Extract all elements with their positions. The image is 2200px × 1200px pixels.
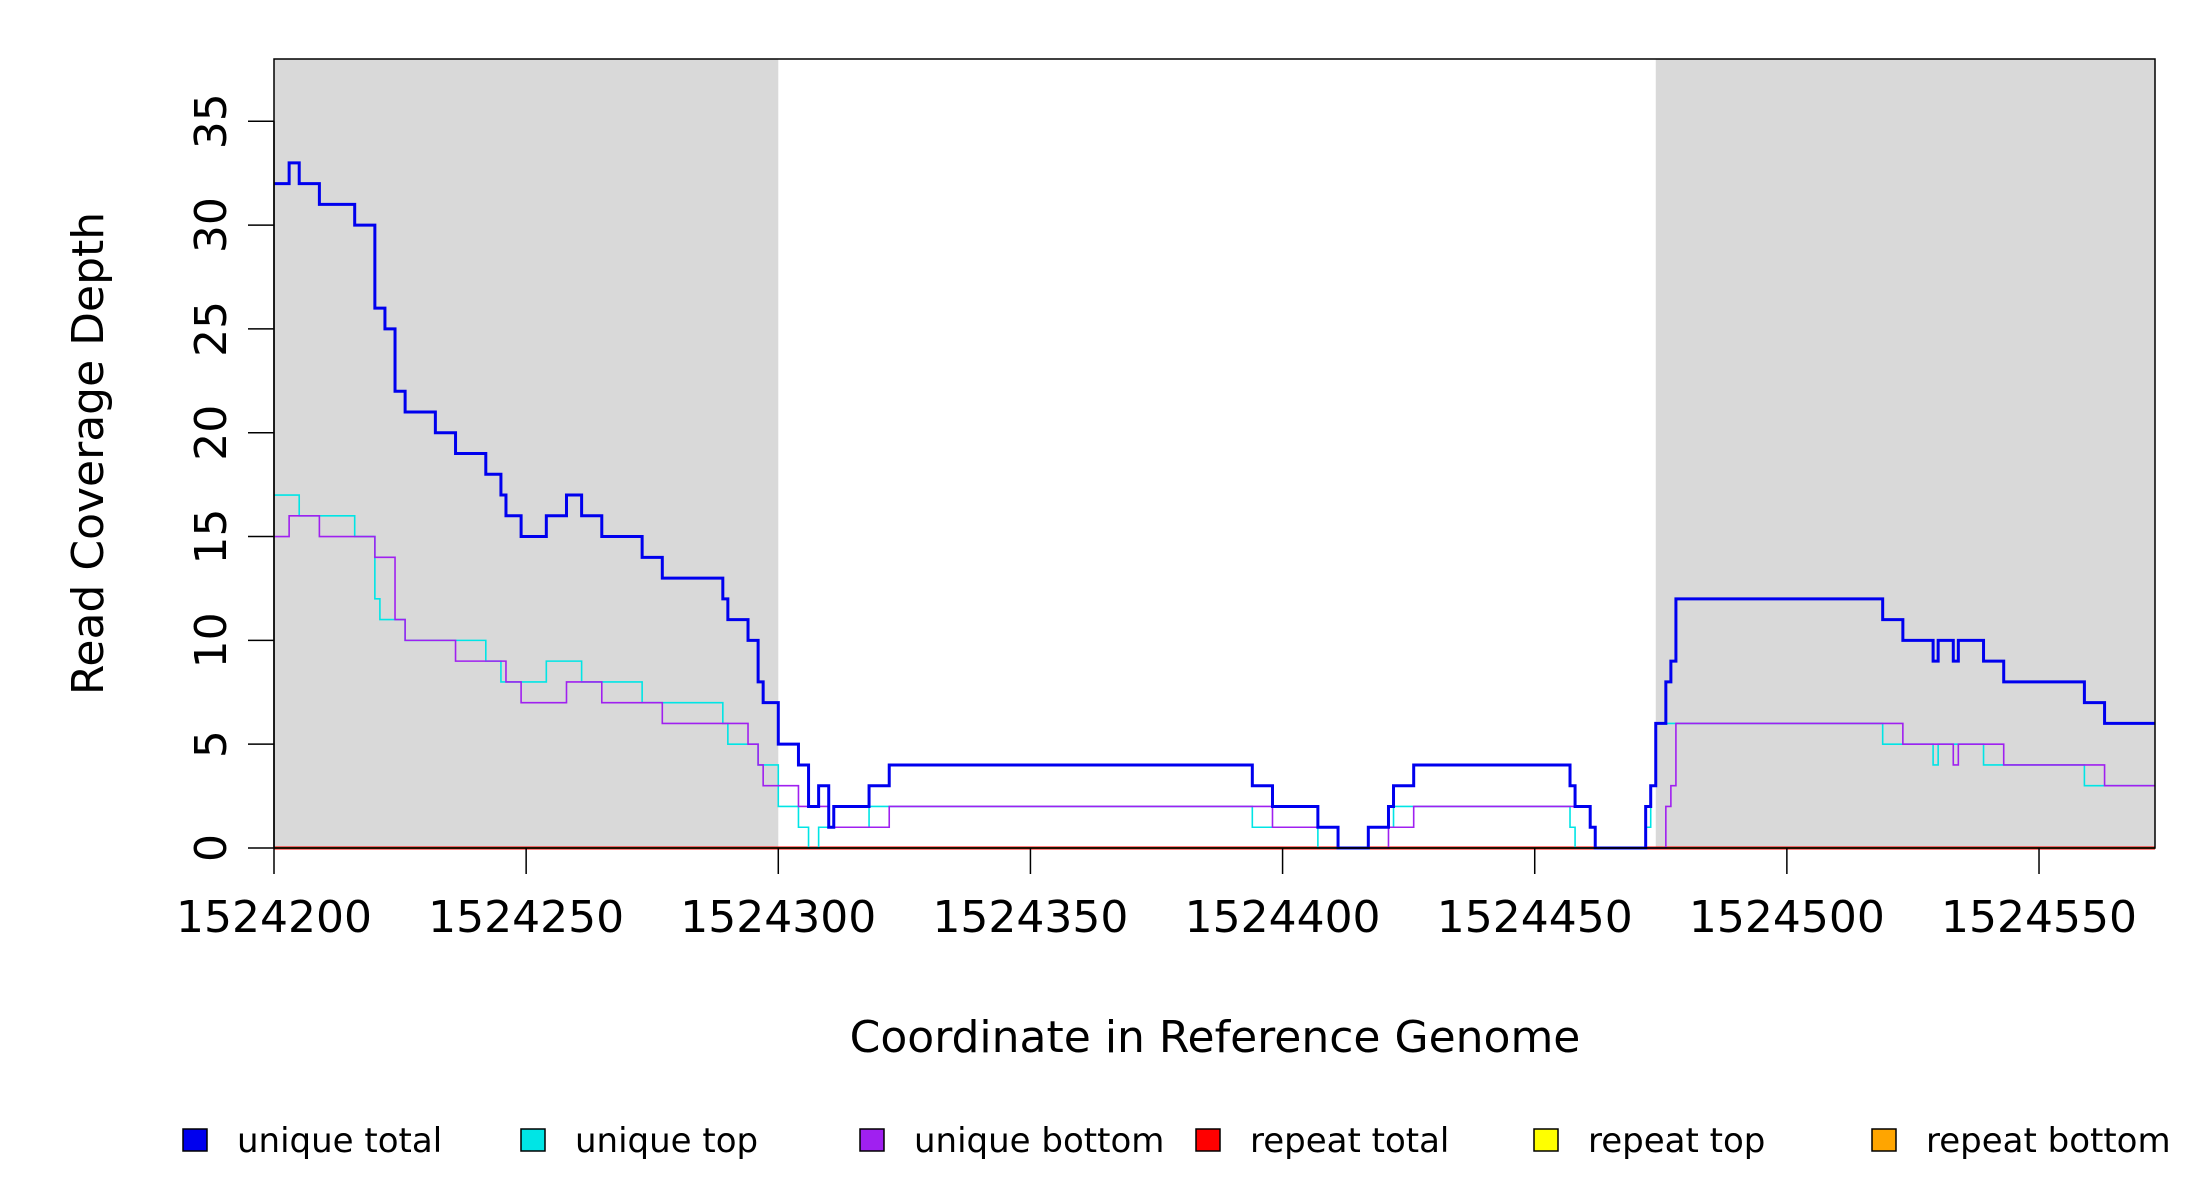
- x-tick-label: 1524250: [428, 892, 624, 943]
- shaded-region-0: [274, 59, 779, 848]
- shaded-regions: [274, 59, 2155, 848]
- legend-label: repeat bottom: [1926, 1121, 2171, 1161]
- y-tick-label: 20: [186, 405, 237, 461]
- shaded-region-1: [1655, 59, 2155, 848]
- legend-label: repeat top: [1588, 1121, 1765, 1161]
- x-tick-label: 1524200: [176, 892, 372, 943]
- y-tick-label: 35: [186, 93, 237, 149]
- y-tick-label: 5: [186, 730, 237, 758]
- legend-item-unique-total: unique total: [182, 1121, 442, 1161]
- series-line-unique-bottom: [274, 514, 2155, 849]
- legend-item-unique-bottom: unique bottom: [859, 1121, 1164, 1161]
- legend-swatch: [1871, 1128, 1897, 1152]
- legend-swatch: [182, 1128, 208, 1152]
- x-axis: 1524200 1524250 1524300 1524350 1524400 15244…: [176, 847, 2155, 943]
- y-tick-label: 0: [186, 834, 237, 862]
- legend-swatch: [859, 1128, 885, 1152]
- legend-label: repeat total: [1250, 1121, 1449, 1161]
- legend-swatch: [1195, 1128, 1221, 1152]
- y-tick-label: 25: [186, 301, 237, 357]
- x-tick-label: 1524350: [932, 892, 1128, 943]
- y-tick-label: 15: [186, 509, 237, 565]
- x-tick-label: 1524550: [1941, 892, 2137, 943]
- x-tick-label: 1524400: [1185, 892, 1381, 943]
- x-tick-label: 1524300: [680, 892, 876, 943]
- legend-item-repeat-total: repeat total: [1195, 1121, 1449, 1161]
- legend-label: unique bottom: [914, 1121, 1164, 1161]
- x-axis-title: Coordinate in Reference Genome: [850, 1012, 1581, 1063]
- y-axis: 0 5 10 15 20 25 30 35: [186, 93, 275, 862]
- legend: unique total unique top unique bottom repea…: [182, 1121, 2171, 1161]
- x-tick-label: 1524450: [1437, 892, 1633, 943]
- legend-item-repeat-top: repeat top: [1533, 1121, 1765, 1161]
- x-tick-label: 1524500: [1689, 892, 1885, 943]
- legend-item-unique-top: unique top: [520, 1121, 758, 1161]
- y-axis-title: Read Coverage Depth: [63, 212, 114, 695]
- y-tick-label: 10: [186, 612, 237, 668]
- y-tick-label: 30: [186, 197, 237, 253]
- legend-swatch: [1533, 1128, 1559, 1152]
- legend-label: unique total: [237, 1121, 442, 1161]
- series-line-unique-total: [274, 161, 2155, 850]
- legend-label: unique top: [575, 1121, 758, 1161]
- legend-swatch: [520, 1128, 546, 1152]
- legend-item-repeat-bottom: repeat bottom: [1871, 1121, 2171, 1161]
